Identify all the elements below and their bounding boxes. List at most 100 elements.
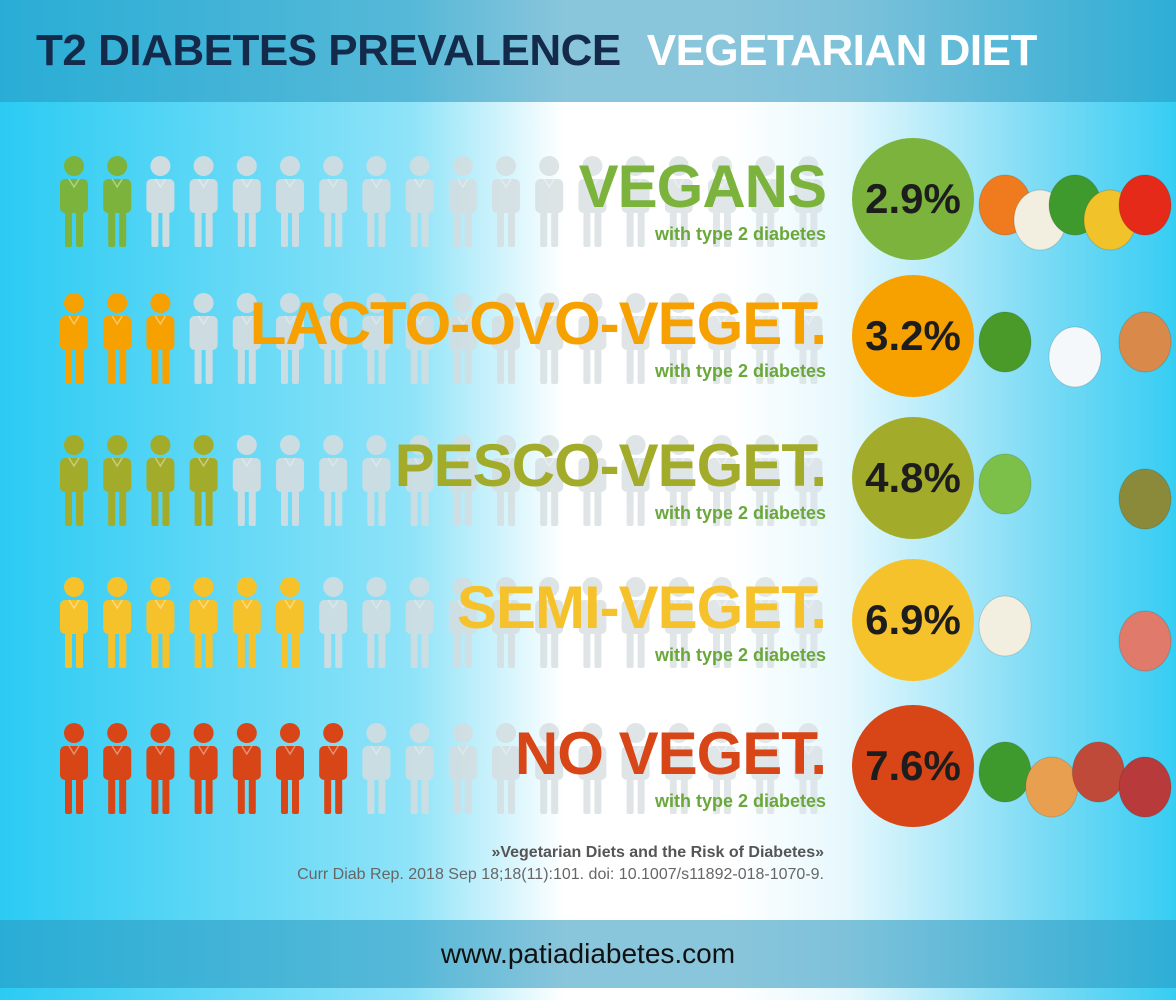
person-icon bbox=[794, 435, 823, 526]
person-icon bbox=[405, 723, 434, 814]
person-icon-highlighted bbox=[189, 723, 218, 814]
person-icon bbox=[362, 293, 391, 384]
row-vegans: VEGANS with type 2 diabetes 2.9% bbox=[0, 135, 1176, 265]
person-icon bbox=[535, 723, 564, 814]
person-icon bbox=[794, 156, 823, 247]
person-icon bbox=[448, 723, 477, 814]
person-icon bbox=[621, 723, 650, 814]
person-icon bbox=[621, 577, 650, 668]
person-icon bbox=[362, 156, 391, 247]
person-icon bbox=[276, 293, 304, 384]
title-main: T2 DIABETES PREVALENCE bbox=[36, 26, 621, 75]
person-icon-highlighted bbox=[60, 577, 88, 668]
person-icon-highlighted bbox=[146, 577, 175, 668]
person-icon bbox=[535, 577, 564, 668]
person-icon bbox=[578, 293, 607, 384]
person-icon-highlighted bbox=[232, 577, 261, 668]
person-icon bbox=[362, 723, 391, 814]
person-icon bbox=[708, 435, 736, 526]
person-icon-highlighted bbox=[60, 293, 88, 384]
ham-icon bbox=[1118, 610, 1172, 672]
food-illustration bbox=[978, 595, 1172, 672]
person-icon bbox=[189, 293, 218, 384]
category-label: VEGANS bbox=[578, 153, 827, 220]
tomato-icon bbox=[1118, 174, 1172, 236]
person-icon bbox=[405, 156, 434, 247]
person-icon bbox=[664, 577, 693, 668]
person-icon bbox=[578, 577, 607, 668]
person-icon bbox=[319, 156, 348, 247]
person-icon-highlighted bbox=[60, 435, 88, 526]
person-icon bbox=[708, 723, 736, 814]
person-icon bbox=[751, 293, 780, 384]
person-icon bbox=[621, 435, 650, 526]
milk-bottle-icon bbox=[1048, 326, 1102, 388]
person-icon bbox=[492, 723, 520, 814]
person-icon bbox=[405, 293, 434, 384]
person-icon bbox=[751, 435, 780, 526]
person-icon-highlighted bbox=[189, 577, 218, 668]
person-icon bbox=[578, 435, 607, 526]
person-icon bbox=[232, 435, 261, 526]
person-icon bbox=[751, 577, 780, 668]
person-icon-highlighted bbox=[232, 723, 261, 814]
steak-icon bbox=[1118, 756, 1172, 818]
sausage-icon bbox=[1071, 741, 1125, 803]
row-lacto-ovo-veget: LACTO-OVO-VEGET. with type 2 diabetes 3.2% bbox=[0, 272, 1176, 402]
row-no-veget: NO VEGET. with type 2 diabetes 7.6% bbox=[0, 702, 1176, 832]
person-icon-highlighted bbox=[146, 293, 175, 384]
person-icon bbox=[146, 156, 175, 247]
title-sub: VEGETARIAN DIET bbox=[646, 26, 1038, 75]
person-icon-highlighted bbox=[60, 723, 88, 814]
fish-icon bbox=[1118, 468, 1172, 530]
person-icon bbox=[535, 156, 564, 247]
people-icons bbox=[60, 577, 823, 668]
person-icon bbox=[492, 435, 520, 526]
person-icon bbox=[319, 293, 348, 384]
person-icon bbox=[578, 723, 607, 814]
prevalence-value: 7.6% bbox=[852, 705, 974, 827]
person-icon bbox=[448, 156, 477, 247]
person-icon bbox=[708, 577, 736, 668]
person-icon bbox=[448, 293, 477, 384]
category-label: SEMI-VEGET. bbox=[456, 574, 827, 641]
people-icons bbox=[60, 723, 823, 814]
person-icon bbox=[492, 577, 520, 668]
person-icon bbox=[319, 577, 348, 668]
prevalence-value: 4.8% bbox=[852, 417, 974, 539]
person-icon bbox=[448, 577, 477, 668]
person-icon bbox=[621, 293, 650, 384]
person-icon bbox=[708, 293, 736, 384]
person-icon-highlighted bbox=[60, 156, 88, 247]
person-icon-highlighted bbox=[319, 723, 348, 814]
person-icon-highlighted bbox=[103, 577, 132, 668]
food-illustration bbox=[978, 311, 1172, 388]
category-label: PESCO-VEGET. bbox=[394, 432, 827, 499]
person-icon-highlighted bbox=[103, 156, 132, 247]
category-sublabel: with type 2 diabetes bbox=[654, 361, 826, 381]
footer-band: www.patiadiabetes.com bbox=[0, 920, 1176, 988]
person-icon bbox=[664, 723, 693, 814]
person-icon bbox=[362, 435, 391, 526]
person-icon bbox=[751, 723, 780, 814]
row-semi-veget: SEMI-VEGET. with type 2 diabetes 6.9% bbox=[0, 556, 1176, 686]
person-icon bbox=[276, 156, 304, 247]
person-icon bbox=[664, 435, 693, 526]
person-icon bbox=[362, 577, 391, 668]
spinach-icon bbox=[978, 741, 1032, 803]
citation: »Vegetarian Diets and the Risk of Diabet… bbox=[297, 842, 824, 886]
person-icon-highlighted bbox=[103, 723, 132, 814]
bread-icon bbox=[1025, 756, 1079, 818]
person-icon bbox=[535, 293, 564, 384]
prevalence-value: 3.2% bbox=[852, 275, 974, 397]
person-icon bbox=[319, 435, 348, 526]
person-icon-highlighted bbox=[103, 435, 132, 526]
website-link[interactable]: www.patiadiabetes.com bbox=[440, 938, 736, 969]
category-sublabel: with type 2 diabetes bbox=[654, 224, 826, 244]
prevalence-value: 2.9% bbox=[852, 138, 974, 260]
person-icon bbox=[578, 156, 607, 247]
person-icon bbox=[708, 156, 736, 247]
person-icon bbox=[405, 435, 434, 526]
prevalence-value: 6.9% bbox=[852, 559, 974, 681]
person-icon bbox=[276, 435, 304, 526]
